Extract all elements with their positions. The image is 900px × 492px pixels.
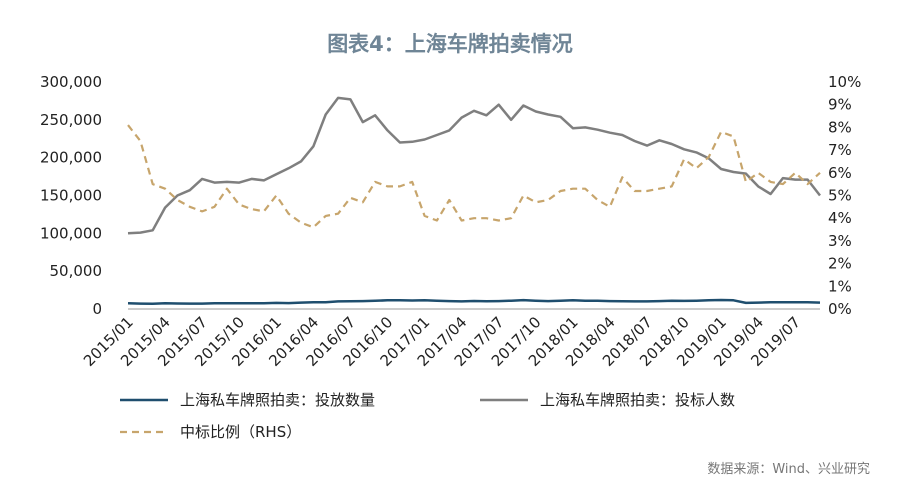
y-right-tick-label: 8% xyxy=(828,118,852,136)
y-left-tick-label: 100,000 xyxy=(40,224,102,242)
y-left-tick-label: 200,000 xyxy=(40,149,102,167)
chart-title: 图表4：上海车牌拍卖情况 xyxy=(327,32,573,56)
y-right-tick-label: 7% xyxy=(828,141,852,159)
y-left-tick-label: 300,000 xyxy=(40,73,102,91)
y-right-tick-label: 0% xyxy=(828,300,852,318)
legend-label-3: 中标比例（RHS） xyxy=(180,423,301,441)
series-line-2 xyxy=(127,96,821,235)
y-right-tick-label: 6% xyxy=(828,164,852,182)
legend-label-1: 上海私车牌照拍卖：投放数量 xyxy=(180,391,375,409)
series-lines xyxy=(127,96,821,305)
y-right-tick-label: 2% xyxy=(828,255,852,273)
legend-label-2: 上海私车牌照拍卖：投标人数 xyxy=(540,391,735,409)
x-tick-labels: 2015/012015/042015/072015/102016/012016/… xyxy=(80,313,804,370)
axes: 0 50,000 100,000 150,000 200,000 250,000 300,0… xyxy=(40,73,861,318)
series-line-1 xyxy=(127,298,821,305)
y-right-tick-label: 5% xyxy=(828,187,852,205)
y-right-tick-label: 9% xyxy=(828,96,852,114)
y-right-tick-label: 3% xyxy=(828,232,852,250)
y-right-tick-label: 4% xyxy=(828,209,852,227)
y-left-tick-label: 0 xyxy=(92,300,102,318)
y-left-tick-label: 250,000 xyxy=(40,111,102,129)
y-right-tick-label: 1% xyxy=(828,277,852,295)
source-note: 数据来源：Wind、兴业研究 xyxy=(707,462,870,477)
series-line-3 xyxy=(127,124,821,229)
y-left-tick-label: 150,000 xyxy=(40,187,102,205)
y-left-tick-label: 50,000 xyxy=(50,262,103,280)
y-right-tick-label: 10% xyxy=(828,73,861,91)
